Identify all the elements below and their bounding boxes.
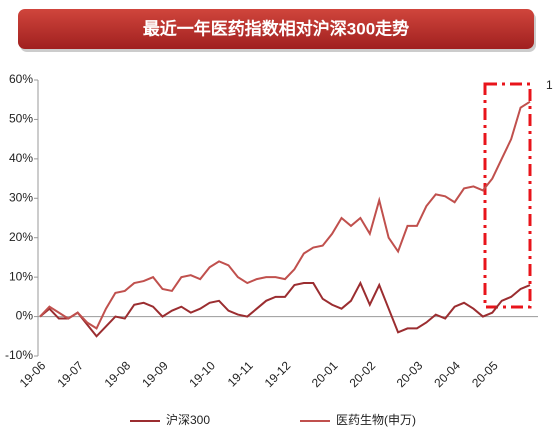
- x-tick-label: 20-04: [431, 358, 463, 390]
- series-line: [39, 100, 531, 330]
- y-tick-label: -10%: [5, 348, 33, 362]
- y-tick-label: 20%: [9, 230, 33, 244]
- y-tick-label: 30%: [9, 190, 33, 204]
- y-tick-label: 0%: [16, 309, 34, 323]
- annotation: 1: [546, 78, 553, 92]
- y-tick-label: 40%: [9, 151, 33, 165]
- x-tick-label: 19-06: [17, 358, 49, 390]
- x-tick-label: 20-05: [469, 358, 501, 390]
- legend-label: 医药生物(申万): [336, 413, 416, 427]
- x-tick-label: 19-12: [262, 358, 294, 390]
- x-tick-label: 19-11: [225, 358, 256, 389]
- highlight-box: [483, 82, 532, 309]
- x-tick-label: 20-02: [347, 358, 379, 390]
- chart-title: 最近一年医药指数相对沪深300走势: [143, 18, 409, 38]
- series-line: [39, 280, 531, 338]
- x-tick-label: 19-08: [102, 358, 134, 390]
- x-tick-label: 20-03: [394, 358, 426, 390]
- x-tick-label: 19-07: [54, 358, 86, 390]
- x-tick-label: 19-09: [139, 358, 171, 390]
- title-banner: [18, 9, 534, 49]
- y-tick-label: 10%: [9, 269, 33, 283]
- y-tick-label: 60%: [9, 72, 33, 86]
- x-tick-label: 20-01: [309, 358, 341, 390]
- y-tick-label: 50%: [9, 112, 33, 126]
- x-tick-label: 19-10: [186, 358, 218, 390]
- legend-label: 沪深300: [166, 413, 210, 427]
